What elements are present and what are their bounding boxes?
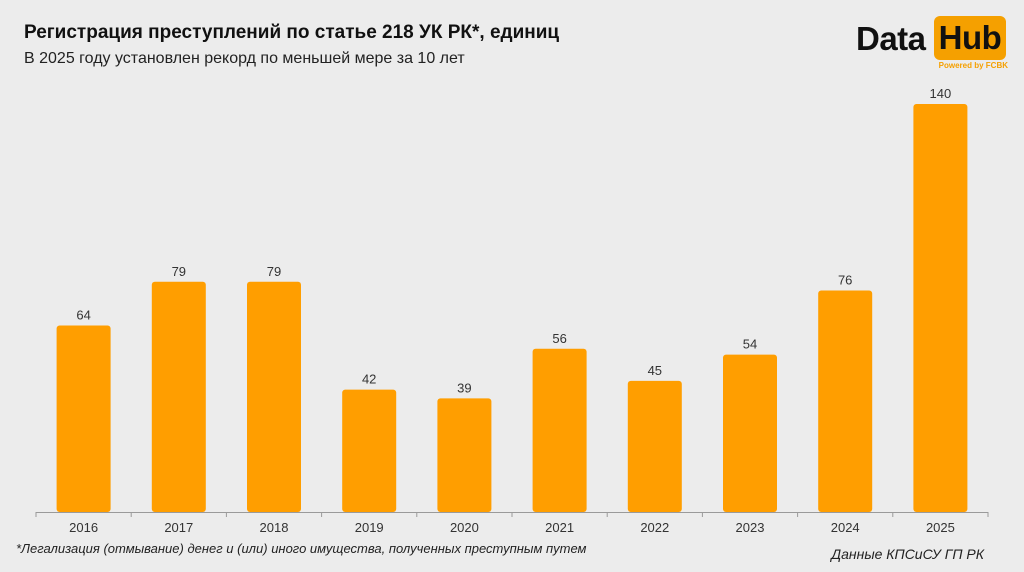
bar-2017 [151,281,206,512]
x-tick-label: 2022 [640,520,669,535]
chart-title: Регистрация преступлений по статье 218 У… [24,22,560,43]
data-label: 45 [648,363,662,378]
data-label: 140 [930,86,952,101]
bar-2025 [913,104,968,512]
x-tick-label: 2020 [450,520,479,535]
source-note: Данные КПСиСУ ГП РК [831,546,984,562]
data-label: 64 [76,307,90,322]
logo-hub-badge: Hub [934,16,1006,60]
x-tick-label: 2021 [545,520,574,535]
logo-powered-by: Powered by FCBK [938,61,1008,70]
bar-2019 [342,389,397,512]
bar-2018 [247,281,301,512]
datahub-logo: Data Hub Powered by FCBK [856,14,1008,74]
footnote: *Легализация (отмывание) денег и (или) и… [16,541,587,556]
x-tick-label: 2016 [69,520,98,535]
bar-2023 [723,354,777,512]
bar-2020 [437,398,492,512]
bar-2016 [56,325,111,512]
data-label: 79 [267,264,281,279]
data-label: 39 [457,380,471,395]
x-tick-label: 2025 [926,520,955,535]
data-label: 79 [172,264,186,279]
data-label: 56 [552,331,566,346]
bar-2022 [627,380,682,512]
chart-subtitle: В 2025 году установлен рекорд по меньшей… [24,50,465,67]
x-tick-label: 2023 [736,520,765,535]
data-label: 42 [362,372,376,387]
data-label: 54 [743,337,757,352]
x-tick-label: 2018 [260,520,289,535]
bar-2021 [532,348,587,512]
x-tick-label: 2024 [831,520,860,535]
x-tick-label: 2017 [164,520,193,535]
data-label: 76 [838,273,852,288]
bar-2024 [818,290,873,512]
logo-data-text: Data [856,20,926,57]
x-tick-label: 2019 [355,520,384,535]
